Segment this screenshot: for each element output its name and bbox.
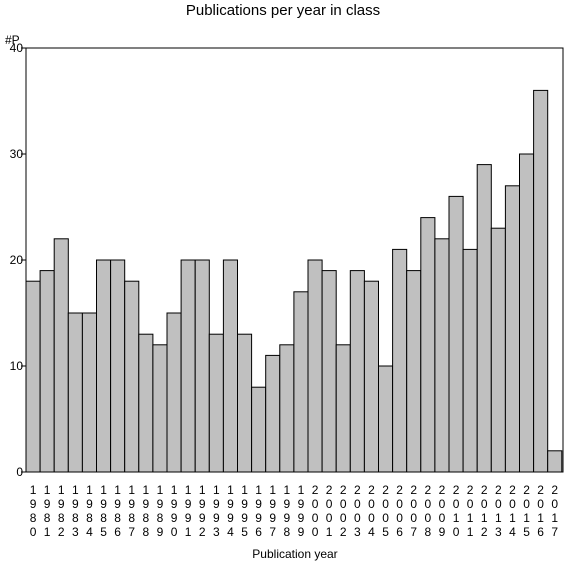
bar-1994 (222, 259, 238, 473)
bar-2003 (349, 270, 365, 473)
bar-2008 (420, 217, 436, 473)
x-tick-labels: 1 9 8 0 1 9 8 1 1 9 8 2 1 9 8 3 1 9 8 4 1 9 8 5 1 9 8 6 1 9 8 7 1 9 8 8 1 9 8 9… (30, 483, 559, 539)
bar-2010 (448, 195, 464, 473)
bar-1988 (138, 333, 154, 473)
bar-1983 (67, 312, 83, 473)
y-tick-label: 40 (10, 41, 24, 55)
bar-1993 (208, 333, 224, 473)
bar-1990 (166, 312, 182, 473)
y-axis-label: #P (5, 33, 20, 47)
y-tick-label: 10 (10, 359, 24, 373)
bar-1980 (25, 280, 41, 473)
bar-2004 (363, 280, 379, 473)
bar-2007 (406, 270, 422, 473)
y-tick-label: 30 (10, 147, 24, 161)
bar-1989 (152, 344, 168, 473)
bar-2005 (378, 365, 394, 473)
bar-1984 (81, 312, 98, 473)
bar-1981 (39, 270, 55, 473)
bar-2002 (335, 344, 351, 473)
bar-1991 (180, 259, 196, 473)
y-axis: 0 10 20 30 40 (10, 41, 26, 479)
bar-2009 (434, 238, 450, 473)
bar-2016 (533, 89, 549, 473)
bar-2014 (504, 185, 520, 473)
bars-group (25, 89, 563, 473)
bar-2015 (519, 153, 535, 473)
bar-2013 (490, 227, 506, 473)
chart-title: Publications per year in class (186, 2, 380, 19)
bar-1987 (124, 280, 140, 473)
bar-1998 (279, 344, 295, 473)
bar-1995 (237, 333, 253, 473)
bar-2017 (547, 450, 563, 473)
bar-2011 (462, 248, 478, 473)
y-tick-label: 20 (10, 253, 24, 267)
bar-1997 (265, 354, 281, 473)
bar-2001 (321, 270, 337, 473)
bar-1982 (53, 238, 69, 473)
bar-2012 (476, 164, 492, 473)
bar-1996 (251, 386, 267, 473)
bar-1985 (96, 259, 112, 473)
x-axis-label: Publication year (252, 547, 337, 561)
bar-1999 (293, 291, 309, 473)
bar-2006 (392, 248, 408, 473)
bar-2000 (307, 259, 323, 473)
bar-1992 (194, 259, 210, 473)
bar-1986 (110, 259, 126, 473)
y-tick-label: 0 (16, 465, 23, 479)
